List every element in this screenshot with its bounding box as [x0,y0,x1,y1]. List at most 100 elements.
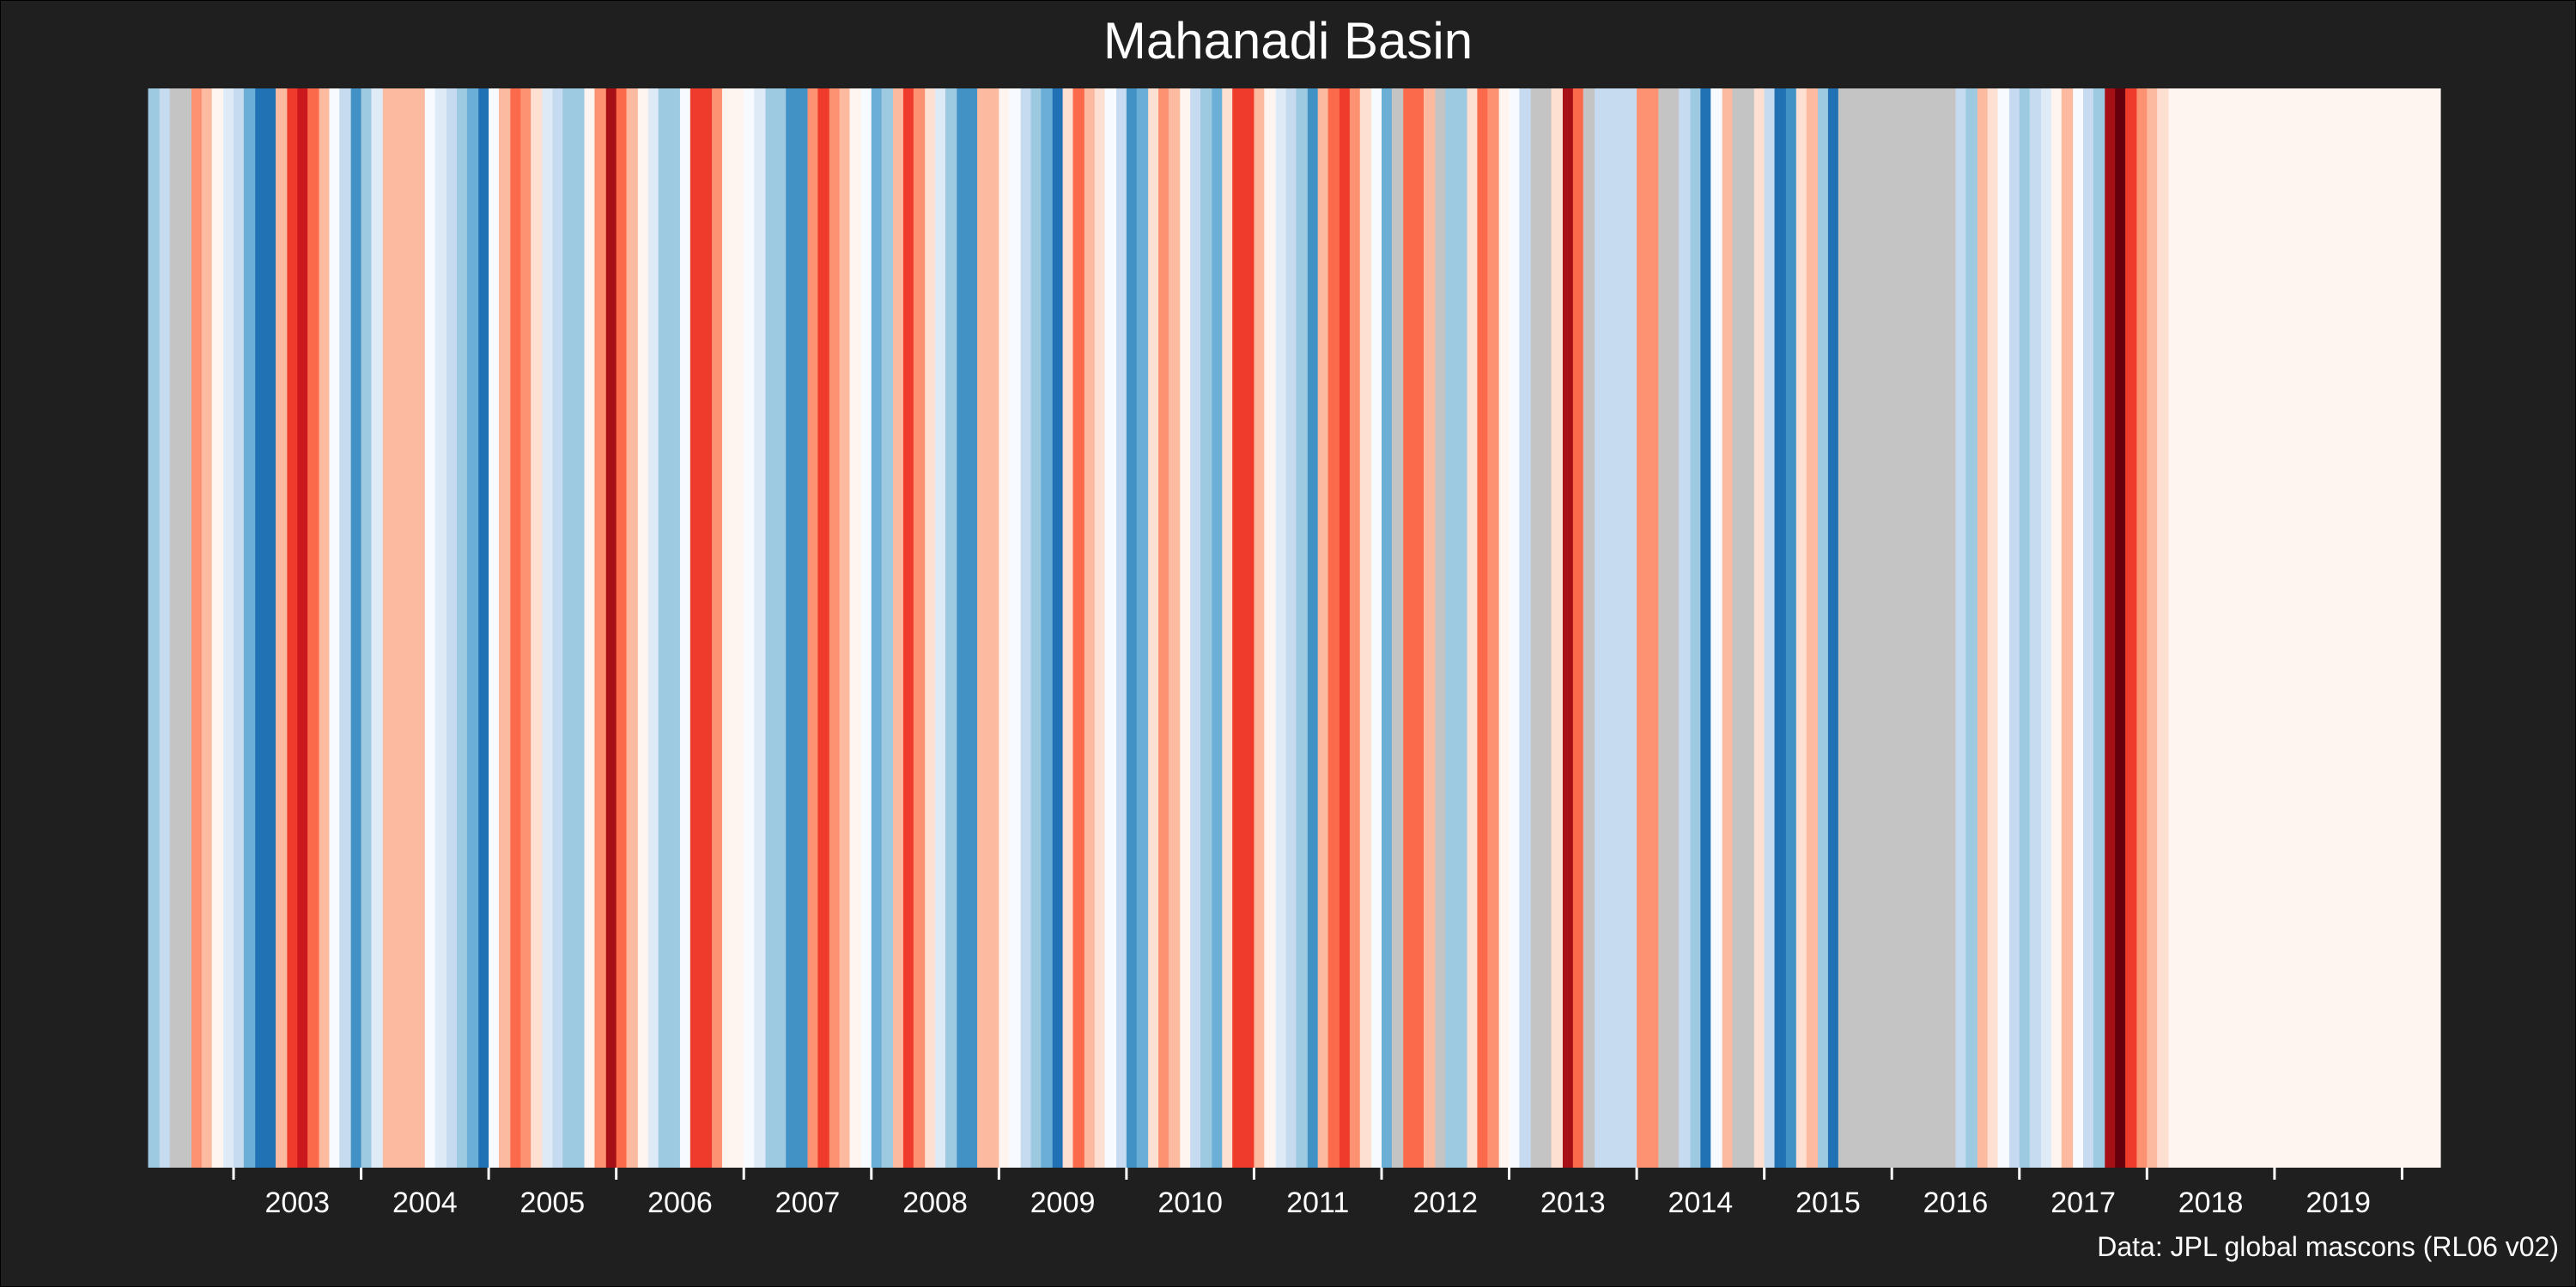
stripe [2125,88,2138,1168]
stripe [1062,88,1074,1168]
stripe [712,88,723,1168]
stripe [1955,88,1966,1168]
stripe [1668,88,1680,1168]
stripe [1212,88,1223,1168]
stripe [1530,88,1542,1168]
stripe [1222,88,1233,1168]
stripe [1626,88,1637,1168]
stripe [361,88,373,1168]
stripe [1637,88,1648,1168]
stripe [679,88,691,1168]
stripe [658,88,671,1168]
stripe [902,88,914,1168]
stripe [1424,88,1436,1168]
stripe [466,88,479,1168]
stripe [1806,88,1819,1168]
stripe [542,88,553,1168]
stripe [829,88,841,1168]
stripe [1030,88,1042,1168]
stripe [414,88,426,1168]
stripe [797,88,809,1168]
stripe [159,88,171,1168]
stripe [637,88,649,1168]
stripe [1934,88,1947,1168]
stripe [562,88,575,1168]
stripe [1614,88,1627,1168]
stripe [893,88,904,1168]
stripe [307,88,320,1168]
stripe [945,88,957,1168]
stripe [1232,88,1245,1168]
x-tick-label: 2012 [1413,1187,1478,1219]
stripe [1818,88,1829,1168]
stripe [871,88,883,1168]
chart-title: Mahanadi Basin [1103,12,1473,70]
stripe [1168,88,1181,1168]
stripe [339,88,352,1168]
stripe [1923,88,1935,1168]
stripe [1136,88,1149,1168]
stripe [297,88,308,1168]
stripe [925,88,936,1168]
stripe [243,88,256,1168]
stripe [935,88,946,1168]
stripe [1827,88,1839,1168]
stripe [510,88,521,1168]
stripe [1307,88,1319,1168]
stripe [1072,88,1085,1168]
x-tick-label: 2014 [1668,1187,1734,1219]
stripe [1945,88,1957,1168]
stripe [721,88,734,1168]
stripe [1115,88,1127,1168]
stripe [1604,88,1616,1168]
x-axis: 2003 2004 2005 2006 2007 2008 2009 2010 2011 2012… [232,1168,2403,1219]
stripe [434,88,447,1168]
x-tick-label: 2004 [392,1187,458,1219]
stripe [1509,88,1521,1168]
stripe [287,88,298,1168]
stripe [1540,88,1552,1168]
stripe [605,88,617,1168]
stripe [2115,88,2126,1168]
stripe [957,88,968,1168]
stripe [626,88,639,1168]
stripe [371,88,384,1168]
stripe [807,88,818,1168]
stripe [1965,88,1978,1168]
stripe [2029,88,2042,1168]
stripe [1690,88,1701,1168]
stripe [1200,88,1213,1168]
stripe [754,88,767,1168]
x-tick-label: 2003 [264,1187,330,1219]
stripe [1700,88,1711,1168]
stripe [255,88,266,1168]
stripe [1009,88,1022,1168]
stripe [1445,88,1456,1168]
x-tick-label: 2017 [2050,1187,2116,1219]
stripe [1041,88,1054,1168]
stripe [1381,88,1393,1168]
stripe [2019,88,2031,1168]
stripe [1785,88,1797,1168]
stripe [1679,88,1692,1168]
stripe [329,88,340,1168]
x-tick-label: 2008 [902,1187,968,1219]
stripe [2093,88,2105,1168]
stripe [1774,88,1787,1168]
stripe [1359,88,1372,1168]
stripe [1104,88,1117,1168]
stripe [1275,88,1287,1168]
stripe [594,88,607,1168]
stripe [1646,88,1659,1168]
stripe [1020,88,1032,1168]
x-tick-label: 2007 [775,1187,841,1219]
stripe [1296,88,1309,1168]
stripe [977,88,990,1168]
stripe [498,88,511,1168]
stripe [233,88,245,1168]
stripe [2157,88,2170,1168]
x-tick-label: 2009 [1030,1187,1096,1219]
stripe [1850,88,1861,1168]
stripe [670,88,681,1168]
stripe [839,88,851,1168]
